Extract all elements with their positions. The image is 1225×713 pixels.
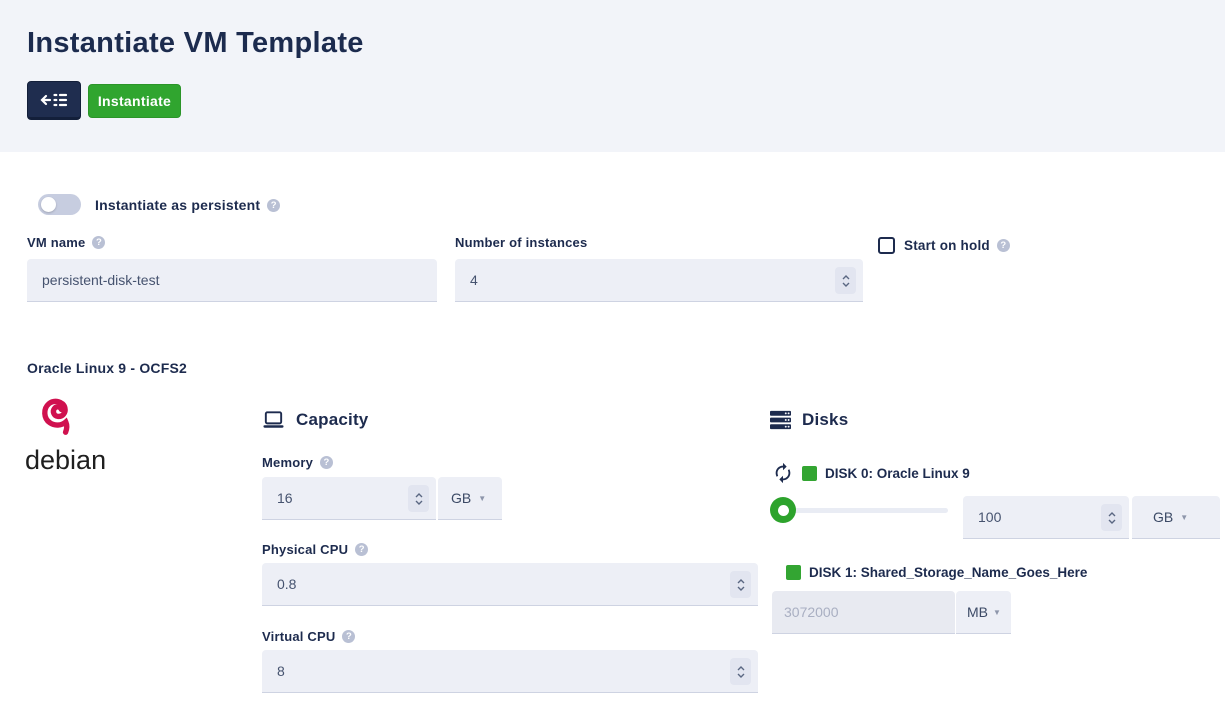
disk1-size-field-wrap [772, 591, 955, 634]
disk0-header: DISK 0: Oracle Linux 9 [772, 462, 970, 484]
disk0-unit-select[interactable]: GB ▼ [1132, 496, 1220, 539]
disk0-size-stepper[interactable] [1101, 504, 1122, 531]
back-to-list-icon [40, 91, 68, 109]
chevron-down-icon: ▼ [1180, 512, 1189, 522]
virtual-cpu-label-row: Virtual CPU ? [262, 629, 356, 644]
memory-label: Memory [262, 455, 314, 470]
debian-wordmark: debian [25, 445, 107, 475]
disk0-size-slider-track[interactable] [783, 508, 948, 513]
disk1-unit-select[interactable]: MB ▼ [956, 591, 1011, 634]
start-on-hold-checkbox[interactable] [878, 237, 895, 254]
toggle-thumb [41, 197, 56, 212]
memory-stepper[interactable] [408, 485, 429, 512]
virtual-cpu-field-wrap [262, 650, 758, 693]
disks-title: Disks [802, 410, 849, 429]
physical-cpu-label: Physical CPU [262, 542, 349, 557]
instantiate-button[interactable]: Instantiate [88, 84, 181, 118]
disks-section-header: Disks [770, 410, 848, 430]
capacity-section-header: Capacity [262, 410, 368, 430]
physical-cpu-input[interactable] [262, 563, 758, 605]
persistent-toggle-label-row: Instantiate as persistent ? [95, 197, 281, 213]
disk0-label: DISK 0: Oracle Linux 9 [825, 465, 970, 481]
virtual-cpu-input[interactable] [262, 650, 758, 692]
disk1-size-input [772, 591, 955, 633]
instantiate-button-label: Instantiate [97, 93, 172, 109]
page-title: Instantiate VM Template [27, 27, 364, 60]
vm-name-input[interactable] [27, 259, 437, 301]
memory-unit-value: GB [451, 490, 472, 506]
chevron-down-icon: ▼ [478, 493, 487, 503]
disk0-status-square [802, 465, 817, 481]
persistent-cycle-icon[interactable] [772, 462, 794, 484]
virtual-cpu-stepper[interactable] [730, 658, 751, 685]
physical-cpu-field-wrap [262, 563, 758, 606]
template-logo: debian [24, 388, 114, 478]
instances-field-wrap [455, 259, 863, 302]
memory-input[interactable] [262, 477, 436, 519]
vm-name-label: VM name [27, 235, 86, 250]
physical-cpu-stepper[interactable] [730, 571, 751, 598]
instantiate-as-persistent-toggle[interactable] [38, 194, 81, 215]
header-band [0, 0, 1225, 152]
persistent-help-icon[interactable]: ? [267, 198, 281, 212]
memory-field-wrap [262, 477, 436, 520]
physical-cpu-help-icon[interactable]: ? [355, 543, 369, 556]
instances-input[interactable] [455, 259, 863, 301]
disk0-unit-value: GB [1153, 509, 1174, 525]
memory-label-row: Memory ? [262, 455, 334, 470]
disk1-header: DISK 1: Shared_Storage_Name_Goes_Here [786, 565, 1087, 580]
virtual-cpu-help-icon[interactable]: ? [342, 630, 356, 643]
vm-name-label-row: VM name ? [27, 235, 106, 250]
start-on-hold-label: Start on hold [904, 238, 990, 253]
laptop-icon [262, 410, 285, 430]
start-on-hold-help-icon[interactable]: ? [996, 239, 1010, 252]
debian-swirl-icon [30, 388, 84, 453]
instances-stepper[interactable] [835, 267, 856, 294]
vm-name-help-icon[interactable]: ? [92, 236, 106, 249]
disk1-status-square [786, 565, 801, 580]
disk0-size-field-wrap [963, 496, 1129, 539]
disk1-label: DISK 1: Shared_Storage_Name_Goes_Here [809, 565, 1088, 580]
memory-unit-select[interactable]: GB ▼ [438, 477, 502, 520]
disk0-size-slider-handle[interactable] [770, 497, 796, 523]
start-on-hold-label-row: Start on hold ? [904, 238, 1010, 253]
physical-cpu-label-row: Physical CPU ? [262, 542, 369, 557]
disks-stack-icon [770, 410, 791, 430]
template-name: Oracle Linux 9 - OCFS2 [27, 360, 187, 376]
memory-help-icon[interactable]: ? [320, 456, 334, 469]
instances-label-row: Number of instances [455, 235, 587, 250]
vm-name-field-wrap [27, 259, 437, 302]
capacity-title: Capacity [296, 410, 369, 429]
instances-label: Number of instances [455, 235, 588, 250]
chevron-down-icon: ▼ [993, 607, 1001, 617]
persistent-toggle-label: Instantiate as persistent [95, 197, 261, 213]
virtual-cpu-label: Virtual CPU [262, 629, 336, 644]
back-to-list-button[interactable] [27, 81, 81, 120]
disk1-unit-value: MB [967, 604, 988, 620]
